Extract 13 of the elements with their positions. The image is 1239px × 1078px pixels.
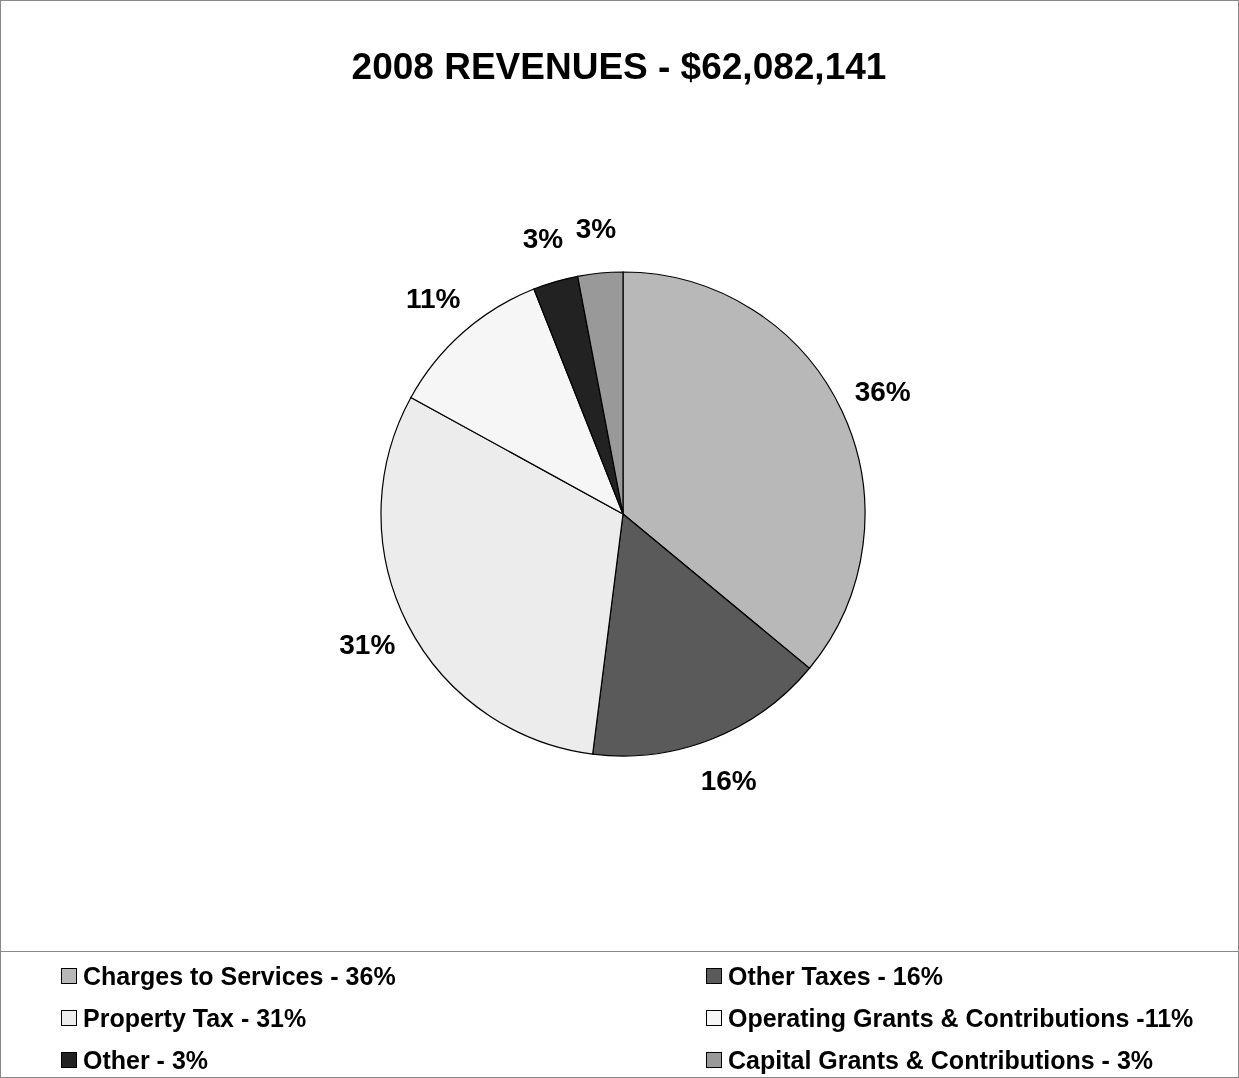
data-label: 11%	[405, 283, 461, 315]
data-label: 3%	[575, 212, 617, 244]
data-label: 16%	[700, 765, 757, 797]
legend-label: Charges to Services - 36%	[83, 961, 396, 991]
legend-label: Capital Grants & Contributions - 3%	[728, 1045, 1154, 1075]
legend-label: Operating Grants & Contributions -11%	[728, 1003, 1194, 1033]
chart-title: 2008 REVENUES - $62,082,141	[351, 45, 887, 87]
data-label: 36%	[854, 376, 911, 408]
data-label: 3%	[522, 222, 564, 254]
legend-label: Property Tax - 31%	[83, 1003, 307, 1033]
data-label: 31%	[339, 628, 396, 660]
legend-label: Other - 3%	[83, 1045, 209, 1075]
legend-label: Other Taxes - 16%	[728, 961, 943, 991]
